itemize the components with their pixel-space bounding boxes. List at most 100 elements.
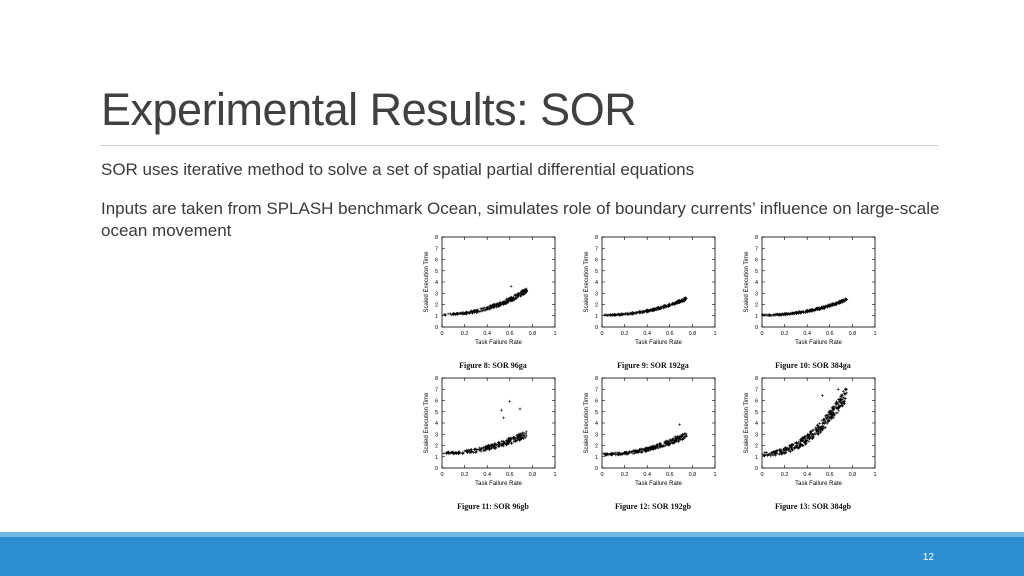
data-point	[836, 387, 840, 391]
data-point	[505, 443, 508, 446]
x-tick-label: 0.2	[461, 331, 469, 337]
data-point	[682, 298, 686, 302]
x-tick-label: 1	[873, 472, 876, 478]
y-tick-label: 2	[435, 444, 438, 450]
data-point	[641, 447, 645, 451]
data-point	[645, 449, 649, 453]
data-point	[605, 314, 609, 317]
caption-figure-13: Figure 13: SOR 384gb	[774, 502, 852, 511]
data-point	[842, 400, 846, 404]
data-point	[795, 442, 799, 446]
data-point	[798, 310, 802, 314]
scatter-points	[761, 297, 849, 317]
data-point	[474, 450, 478, 454]
data-point	[523, 432, 527, 436]
x-tick-label: 0	[600, 331, 603, 337]
data-point	[518, 407, 522, 411]
data-point	[771, 313, 775, 317]
y-tick-label: 8	[595, 235, 598, 241]
data-point	[782, 448, 785, 452]
data-point	[843, 388, 847, 391]
data-point	[509, 284, 513, 288]
data-point	[513, 298, 517, 301]
data-point	[794, 445, 798, 449]
y-tick-label: 0	[755, 466, 758, 472]
data-point	[489, 443, 493, 447]
x-tick-label: 1	[553, 331, 556, 337]
data-point	[660, 444, 664, 448]
data-point	[842, 392, 846, 396]
figure-11: 0 1 2 3 4 5 6 7 8 0 0.2 0.4 0.6 0.8 1 Task Failure Rate…	[415, 373, 565, 495]
data-point	[820, 419, 824, 423]
data-point	[824, 414, 827, 418]
data-point	[669, 438, 673, 442]
page-number: 12	[922, 552, 934, 563]
data-point	[484, 448, 488, 452]
data-point	[446, 450, 450, 454]
data-point	[811, 433, 815, 437]
data-point	[779, 313, 783, 317]
data-point	[833, 302, 837, 306]
data-point	[774, 452, 778, 455]
data-point	[512, 295, 516, 299]
y-tick-label: 8	[755, 376, 758, 382]
data-point	[837, 409, 841, 413]
data-point	[613, 313, 617, 316]
data-point	[647, 308, 651, 312]
data-point	[780, 451, 784, 455]
data-point	[614, 451, 618, 455]
data-point	[818, 307, 822, 311]
data-point	[485, 444, 489, 448]
data-point	[835, 301, 838, 305]
data-point	[789, 447, 793, 451]
data-point	[767, 313, 770, 317]
data-point	[828, 305, 832, 309]
data-point	[521, 436, 525, 440]
caption-figure-9: Figure 9: SOR 192ga	[617, 361, 689, 370]
data-point	[679, 300, 683, 304]
scatter-points	[442, 399, 528, 456]
data-point	[505, 299, 509, 303]
data-point	[502, 440, 506, 444]
data-point	[650, 309, 654, 313]
data-point	[644, 449, 648, 453]
data-point	[656, 306, 659, 310]
y-tick-label: 6	[595, 399, 598, 405]
scatter-points	[442, 284, 529, 317]
data-point	[461, 451, 465, 455]
data-point	[481, 309, 485, 313]
y-axis-label: Scaled Execution Time	[744, 392, 750, 454]
data-point	[509, 438, 512, 442]
x-tick-label: 1	[713, 472, 716, 478]
y-tick-label: 7	[435, 387, 438, 393]
figure-9: 0 1 2 3 4 5 6 7 8 0 0.2 0.4 0.6 0.8 1 Task Failure Rate…	[575, 232, 725, 354]
data-point	[775, 312, 779, 316]
data-point	[677, 299, 681, 303]
data-point	[678, 434, 682, 438]
data-point	[468, 450, 472, 454]
y-tick-label: 7	[595, 387, 598, 393]
data-point	[464, 310, 468, 314]
data-point	[472, 308, 476, 312]
data-point	[801, 436, 805, 440]
y-tick-label: 4	[755, 421, 758, 427]
x-tick-label: 0.2	[461, 472, 469, 478]
data-point	[831, 302, 835, 306]
data-point	[779, 448, 783, 452]
data-point	[822, 306, 826, 310]
data-point	[497, 444, 501, 448]
data-point	[795, 310, 799, 314]
data-point	[500, 439, 504, 443]
y-tick-label: 8	[435, 376, 438, 382]
data-point	[511, 436, 515, 440]
data-point	[803, 441, 806, 445]
data-point	[492, 306, 496, 309]
data-point	[680, 433, 684, 437]
x-tick-label: 0.8	[529, 331, 537, 337]
data-point	[619, 313, 623, 316]
data-point	[812, 428, 815, 432]
data-point	[808, 433, 812, 436]
y-tick-label: 6	[435, 399, 438, 405]
x-axis-label: Task Failure Rate	[795, 481, 842, 487]
data-point	[666, 442, 669, 446]
